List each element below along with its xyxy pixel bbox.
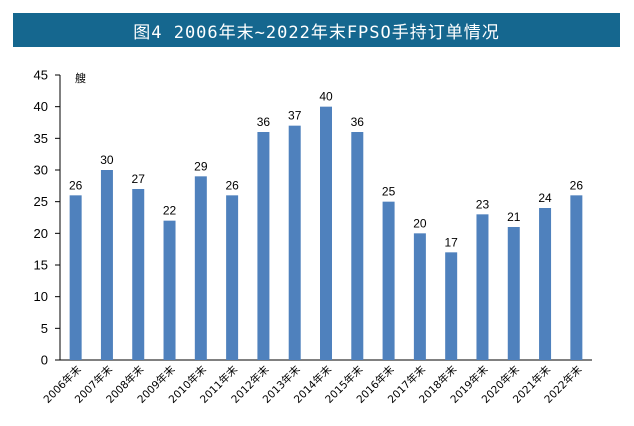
bar xyxy=(570,195,583,360)
y-tick-label: 15 xyxy=(34,258,48,273)
data-label: 37 xyxy=(288,109,302,123)
y-tick-label: 20 xyxy=(34,226,48,241)
bar xyxy=(413,233,426,360)
bar xyxy=(288,125,301,361)
y-tick-label: 0 xyxy=(41,353,48,368)
chart-title-banner: 图4 2006年末~2022年末FPSO手持订单情况 xyxy=(13,13,620,47)
data-label: 23 xyxy=(476,197,490,211)
data-label: 26 xyxy=(570,178,584,192)
bar xyxy=(194,176,207,360)
y-tick-label: 35 xyxy=(34,131,48,146)
data-label: 36 xyxy=(257,115,271,129)
data-label: 25 xyxy=(382,185,396,199)
y-tick-label: 10 xyxy=(34,289,48,304)
data-label: 26 xyxy=(69,178,83,192)
bar xyxy=(100,170,113,360)
data-label: 17 xyxy=(444,235,458,249)
y-tick-label: 5 xyxy=(41,321,48,336)
y-axis-unit-label: 艘 xyxy=(75,71,86,85)
y-tick-label: 45 xyxy=(34,68,48,83)
bar xyxy=(257,132,270,360)
data-label: 40 xyxy=(319,90,333,104)
bar xyxy=(226,195,239,360)
data-label: 30 xyxy=(100,153,114,167)
data-label: 26 xyxy=(225,178,239,192)
data-label: 20 xyxy=(413,216,427,230)
bar xyxy=(507,227,520,360)
bar xyxy=(445,252,458,360)
bar xyxy=(476,214,489,360)
data-label: 36 xyxy=(351,115,365,129)
data-label: 22 xyxy=(163,204,177,218)
bar xyxy=(382,201,395,360)
bar xyxy=(69,195,82,360)
chart-title: 图4 2006年末~2022年末FPSO手持订单情况 xyxy=(133,22,500,43)
data-label: 21 xyxy=(507,210,521,224)
data-label: 24 xyxy=(538,191,552,205)
bar xyxy=(163,220,176,360)
data-label: 27 xyxy=(132,172,146,186)
y-tick-label: 40 xyxy=(34,99,48,114)
bar xyxy=(320,106,332,361)
bar xyxy=(539,208,552,360)
y-tick-label: 25 xyxy=(34,194,48,209)
bar xyxy=(351,132,364,360)
bar xyxy=(132,189,145,360)
data-label: 29 xyxy=(194,159,208,173)
y-tick-label: 30 xyxy=(34,163,48,178)
